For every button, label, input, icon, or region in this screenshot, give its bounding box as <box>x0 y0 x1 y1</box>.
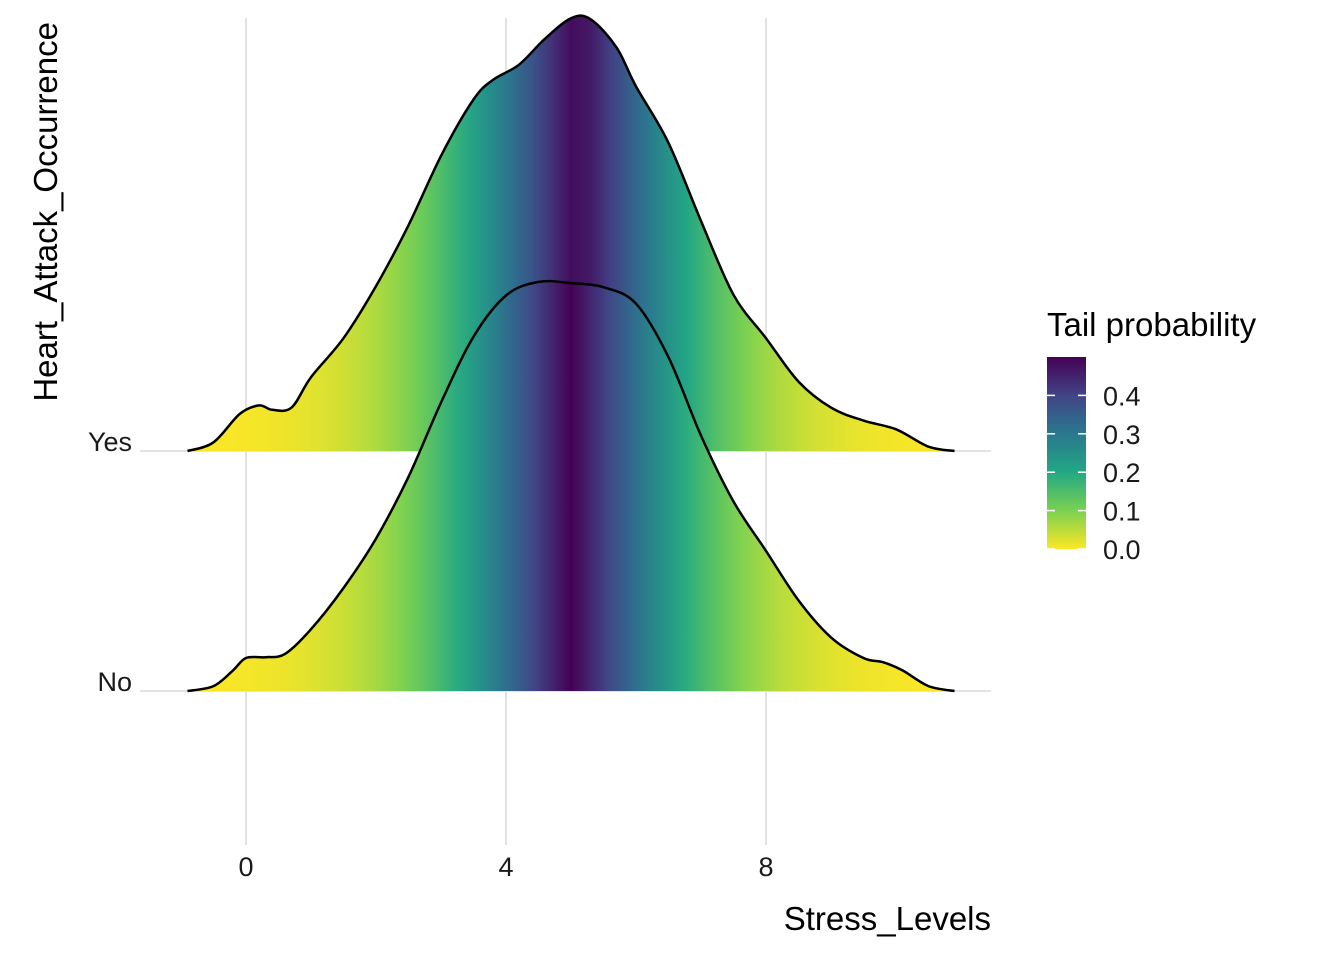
legend-ticks: 0.0 0.1 0.2 0.3 0.4 <box>1047 381 1141 565</box>
legend-tick-label: 0.2 <box>1103 458 1141 488</box>
color-legend: Tail probability 0.0 0.1 0.2 0.3 0.4 <box>1047 306 1257 565</box>
ridge-fill-no <box>187 281 955 691</box>
legend-tick-label: 0.4 <box>1103 381 1141 411</box>
y-tick-label-no: No <box>97 667 132 697</box>
legend-tick-label: 0.1 <box>1103 497 1141 527</box>
x-tick-label: 0 <box>238 852 253 882</box>
ridge-fill-yes <box>187 15 955 452</box>
legend-colorbar <box>1047 357 1086 549</box>
y-axis-title: Heart_Attack_Occurrence <box>27 22 64 402</box>
y-tick-label-yes: Yes <box>88 427 132 457</box>
legend-title: Tail probability <box>1047 306 1257 343</box>
x-tick-label: 8 <box>758 852 773 882</box>
legend-tick-label: 0.3 <box>1103 420 1141 450</box>
legend-tick-label: 0.0 <box>1103 535 1141 565</box>
x-axis-title: Stress_Levels <box>784 900 991 937</box>
ridge-outline-no <box>187 279 955 693</box>
density-ridges <box>187 14 955 693</box>
ridge-outline-yes <box>187 14 955 453</box>
x-tick-label: 4 <box>498 852 513 882</box>
axes: 0 4 8 No Yes <box>88 427 774 882</box>
